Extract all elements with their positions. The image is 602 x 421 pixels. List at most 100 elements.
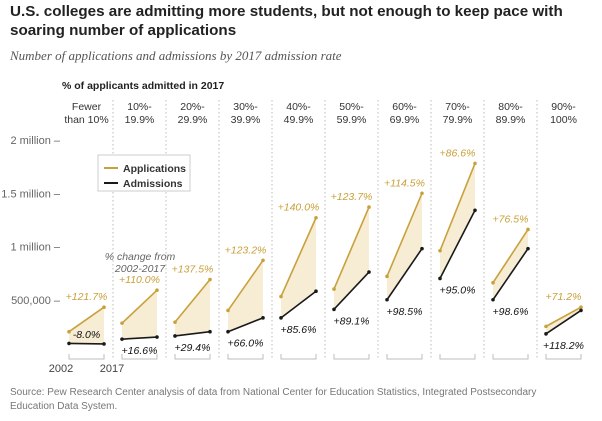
- admissions-line: [545, 309, 582, 335]
- applications-change-label: +71.2%: [546, 291, 582, 303]
- applications-line: [227, 259, 264, 311]
- x-axis-bracket: [121, 354, 158, 360]
- admissions-change-label: +98.6%: [493, 306, 529, 318]
- admissions-point-2017: [473, 208, 477, 213]
- applications-point-2017: [367, 205, 371, 209]
- gap-area: [122, 290, 157, 340]
- column-label: 59.9%: [337, 114, 367, 126]
- applications-line: [545, 306, 582, 328]
- applications-change-label: +123.7%: [331, 191, 373, 203]
- applications-point-2017: [314, 215, 318, 220]
- applications-point-2002: [67, 329, 71, 334]
- admissions-line: [68, 342, 105, 345]
- admissions-point-2017: [155, 335, 159, 339]
- admissions-line: [121, 336, 158, 340]
- gap-area: [69, 307, 104, 344]
- admissions-line: [492, 248, 529, 301]
- admissions-point-2002: [226, 329, 230, 334]
- chart-title: U.S. colleges are admitting more student…: [10, 3, 563, 39]
- admissions-point-2017: [261, 316, 265, 320]
- legend-box: [97, 154, 191, 192]
- y-tick-label: 500,000 –: [11, 295, 61, 307]
- x-axis-bracket: [439, 354, 476, 360]
- applications-point-2017: [473, 161, 477, 166]
- gap-area: [387, 193, 422, 300]
- applications-change-label: +76.5%: [493, 213, 529, 225]
- applications-point-2002: [120, 321, 124, 325]
- column-label: 10%-: [127, 101, 152, 113]
- admissions-point-2017: [208, 329, 212, 334]
- admissions-point-2002: [279, 316, 283, 320]
- admissions-point-2002: [385, 297, 389, 302]
- applications-change-label: +121.7%: [66, 291, 108, 303]
- admissions-line: [280, 290, 317, 319]
- column-label: than 10%: [64, 114, 108, 126]
- applications-point-2002: [385, 274, 389, 279]
- x-axis-bracket: [492, 354, 529, 360]
- admissions-line: [439, 209, 476, 279]
- admissions-line: [174, 330, 211, 337]
- x-year-label: 2017: [100, 363, 124, 375]
- column-label: 60%-: [392, 101, 417, 113]
- column-label: 70%-: [445, 101, 470, 113]
- chart-subtitle: Number of applications and admissions by…: [10, 48, 342, 63]
- applications-change-label: +123.2%: [225, 244, 267, 256]
- y-tick-label: 1.5 million –: [1, 188, 61, 200]
- applications-line: [439, 163, 476, 252]
- column-label: 80%-: [498, 101, 523, 113]
- admissions-change-label: +85.6%: [281, 324, 317, 336]
- column-label: 29.9%: [178, 114, 208, 126]
- applications-change-label: +110.0%: [119, 274, 160, 286]
- applications-point-2002: [438, 248, 442, 253]
- x-axis-bracket: [280, 354, 317, 360]
- applications-point-2002: [332, 287, 336, 291]
- change-annotation: % change from: [105, 251, 176, 263]
- applications-change-label: +114.5%: [384, 177, 425, 189]
- applications-point-2002: [491, 280, 495, 285]
- x-axis-bracket: [333, 354, 370, 360]
- applications-change-label: +140.0%: [278, 202, 320, 214]
- applications-point-2002: [544, 324, 548, 329]
- admissions-change-label: +66.0%: [228, 338, 264, 350]
- applications-point-2017: [579, 305, 583, 310]
- admissions-change-label: -8.0%: [73, 329, 100, 341]
- admissions-line: [386, 248, 423, 301]
- column-label: 69.9%: [390, 114, 420, 126]
- column-label: 79.9%: [443, 114, 473, 126]
- applications-point-2017: [261, 258, 265, 263]
- applications-point-2017: [102, 305, 106, 310]
- applications-change-label: +137.5%: [172, 264, 214, 276]
- admissions-point-2017: [314, 289, 318, 294]
- applications-point-2017: [420, 191, 424, 196]
- legend-label-applications: Applications: [123, 163, 186, 175]
- applications-line: [280, 217, 317, 297]
- column-label: Fewer: [72, 101, 102, 113]
- y-tick-label: 1 million –: [10, 242, 60, 254]
- applications-point-2017: [526, 227, 530, 232]
- admissions-point-2002: [67, 341, 71, 346]
- admissions-point-2002: [173, 334, 177, 338]
- column-label: 49.9%: [284, 114, 314, 126]
- gap-area: [228, 260, 263, 332]
- admissions-change-label: +118.2%: [543, 340, 584, 352]
- admissions-change-label: +16.6%: [122, 345, 158, 357]
- column-label: 20%-: [180, 101, 205, 113]
- admissions-change-label: +89.1%: [334, 315, 370, 327]
- admissions-point-2002: [544, 332, 548, 336]
- x-axis-bracket: [545, 354, 582, 360]
- applications-line: [333, 206, 370, 290]
- applications-point-2002: [279, 294, 283, 299]
- y-tick-label: 2 million –: [10, 135, 60, 147]
- applications-point-2017: [155, 288, 159, 292]
- gap-area: [440, 163, 475, 279]
- column-label: 50%-: [339, 101, 364, 113]
- admissions-change-label: +98.5%: [387, 306, 423, 318]
- applications-line: [492, 229, 529, 284]
- x-axis-bracket: [386, 354, 423, 360]
- column-label: 19.9%: [125, 114, 155, 126]
- admissions-point-2017: [526, 246, 530, 251]
- admissions-point-2017: [367, 270, 371, 274]
- gap-area: [281, 217, 316, 318]
- admissions-point-2002: [438, 276, 442, 281]
